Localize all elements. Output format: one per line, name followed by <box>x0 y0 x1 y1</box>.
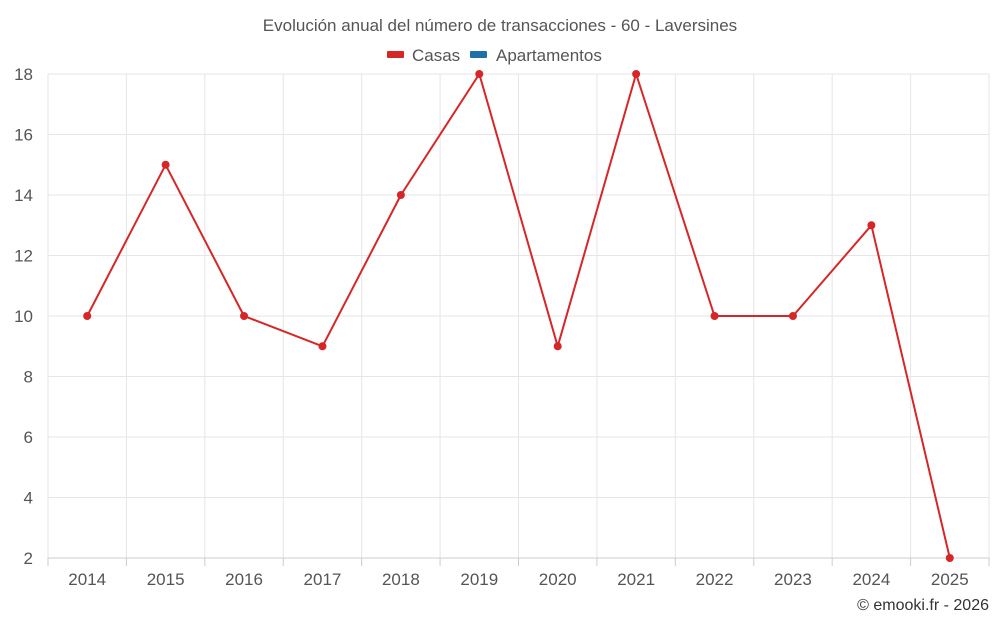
data-point[interactable] <box>945 554 954 562</box>
y-tick-label: 18 <box>14 65 33 84</box>
data-point[interactable] <box>396 191 405 199</box>
legend-swatch-apartamentos <box>470 51 487 58</box>
y-tick-label: 12 <box>14 247 33 266</box>
gridlines <box>47 73 990 558</box>
series-line-casas <box>86 73 951 559</box>
y-tick-label: 14 <box>14 186 33 205</box>
data-point[interactable] <box>553 342 562 351</box>
data-point[interactable] <box>632 70 641 78</box>
y-tick-label: 8 <box>24 368 33 387</box>
data-point[interactable] <box>318 342 327 351</box>
legend-swatch-casas <box>387 51 404 58</box>
y-tick-label: 4 <box>24 489 33 508</box>
x-tick-label: 2021 <box>617 570 655 589</box>
x-tick-label: 2016 <box>225 570 263 589</box>
y-tick-label: 2 <box>24 549 33 568</box>
y-tick-label: 6 <box>24 428 33 447</box>
legend-label-apartamentos: Apartamentos <box>496 46 602 65</box>
x-tick-label: 2023 <box>774 570 812 589</box>
data-point[interactable] <box>83 312 92 320</box>
data-point[interactable] <box>161 160 170 169</box>
x-tick-label: 2020 <box>539 570 577 589</box>
x-tick-label: 2025 <box>931 570 969 589</box>
x-tick-label: 2022 <box>696 570 734 589</box>
data-point[interactable] <box>475 70 484 78</box>
legend-label-casas: Casas <box>412 46 460 65</box>
axes: 2 4 6 8 10 12 14 16 18 2014 2015 2016 2017 2018 2019 20… <box>14 65 990 589</box>
x-tick-label: 2015 <box>147 570 185 589</box>
data-point[interactable] <box>710 312 719 320</box>
legend-item-casas[interactable]: Casas <box>387 46 460 65</box>
data-point[interactable] <box>867 221 876 230</box>
x-tick-label: 2018 <box>382 570 420 589</box>
data-point[interactable] <box>240 312 249 320</box>
y-tick-label: 10 <box>14 307 33 326</box>
data-point[interactable] <box>788 312 797 320</box>
credit-text: © emooki.fr - 2026 <box>857 597 989 614</box>
x-tick-label: 2017 <box>304 570 342 589</box>
legend-item-apartamentos[interactable]: Apartamentos <box>470 46 602 65</box>
x-tick-label: 2014 <box>68 570 106 589</box>
series <box>83 70 954 562</box>
y-tick-label: 16 <box>14 126 33 145</box>
legend: Casas Apartamentos <box>387 46 602 65</box>
x-tick-label: 2019 <box>460 570 498 589</box>
chart-title: Evolución anual del número de transaccio… <box>263 16 737 35</box>
x-tick-label: 2024 <box>852 570 890 589</box>
